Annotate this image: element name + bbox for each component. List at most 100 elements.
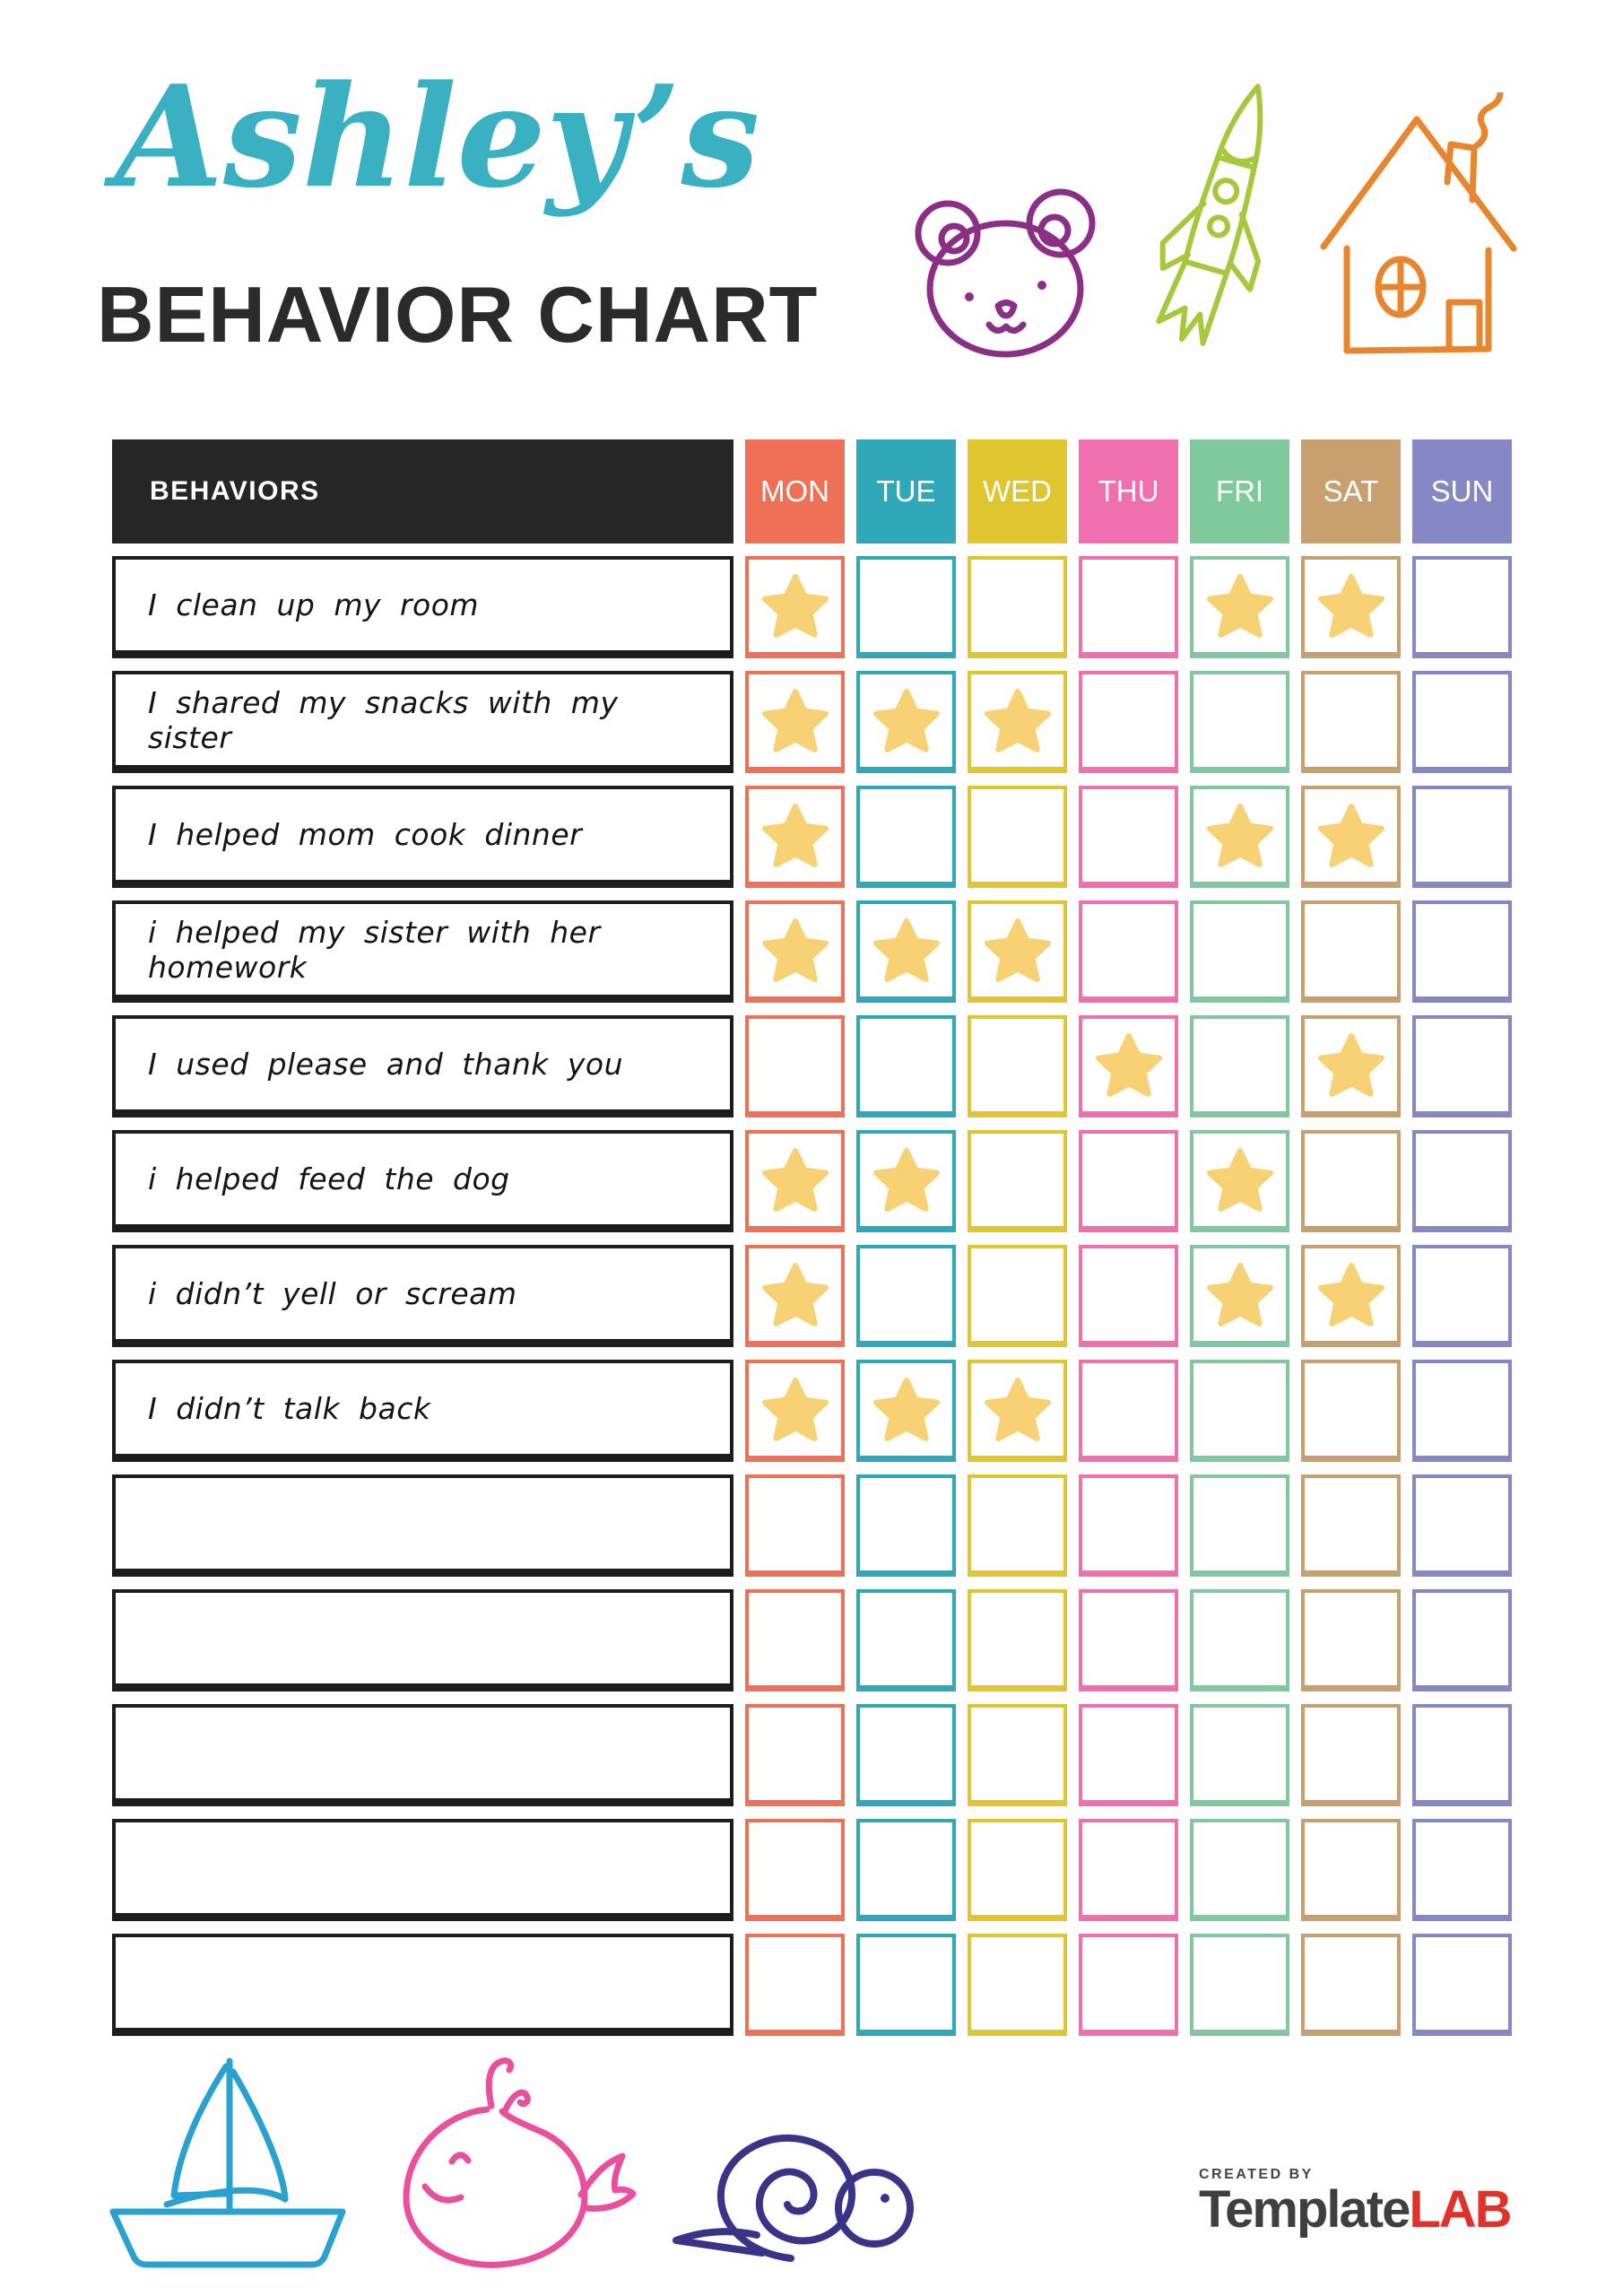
star-cell-sat-row11[interactable] bbox=[1301, 1704, 1401, 1806]
star-cell-fri-row2[interactable] bbox=[1190, 671, 1289, 773]
star-cell-tue-row2[interactable] bbox=[856, 671, 956, 773]
star-cell-tue-row11[interactable] bbox=[856, 1704, 956, 1806]
star-cell-tue-row12[interactable] bbox=[856, 1819, 956, 1921]
star-cell-sun-row8[interactable] bbox=[1412, 1360, 1512, 1462]
star-cell-wed-row1[interactable] bbox=[968, 556, 1067, 658]
star-cell-mon-row11[interactable] bbox=[745, 1704, 845, 1806]
behavior-cell-row5[interactable]: I used please and thank you bbox=[112, 1015, 733, 1118]
star-cell-tue-row9[interactable] bbox=[856, 1474, 956, 1577]
star-cell-wed-row9[interactable] bbox=[968, 1474, 1067, 1577]
star-cell-tue-row8[interactable] bbox=[856, 1360, 956, 1462]
behavior-cell-row8[interactable]: I didn’t talk back bbox=[112, 1360, 733, 1462]
star-cell-wed-row10[interactable] bbox=[968, 1589, 1067, 1692]
star-cell-mon-row4[interactable] bbox=[745, 900, 845, 1003]
star-cell-sat-row13[interactable] bbox=[1301, 1934, 1401, 2036]
star-cell-mon-row12[interactable] bbox=[745, 1819, 845, 1921]
star-cell-fri-row8[interactable] bbox=[1190, 1360, 1289, 1462]
star-cell-tue-row1[interactable] bbox=[856, 556, 956, 658]
star-cell-sat-row4[interactable] bbox=[1301, 900, 1401, 1003]
behavior-cell-row7[interactable]: i didn’t yell or scream bbox=[112, 1245, 733, 1347]
star-cell-tue-row10[interactable] bbox=[856, 1589, 956, 1692]
star-cell-wed-row13[interactable] bbox=[968, 1934, 1067, 2036]
star-cell-sat-row7[interactable] bbox=[1301, 1245, 1401, 1347]
star-cell-fri-row10[interactable] bbox=[1190, 1589, 1289, 1692]
behavior-cell-row1[interactable]: I clean up my room bbox=[112, 556, 733, 658]
star-cell-sun-row12[interactable] bbox=[1412, 1819, 1512, 1921]
star-cell-thu-row13[interactable] bbox=[1079, 1934, 1178, 2036]
star-cell-mon-row13[interactable] bbox=[745, 1934, 845, 2036]
star-cell-mon-row7[interactable] bbox=[745, 1245, 845, 1347]
star-cell-fri-row6[interactable] bbox=[1190, 1130, 1289, 1232]
star-cell-sat-row8[interactable] bbox=[1301, 1360, 1401, 1462]
star-cell-sun-row10[interactable] bbox=[1412, 1589, 1512, 1692]
behavior-cell-row4[interactable]: i helped my sister with her homework bbox=[112, 900, 733, 1003]
behavior-cell-row11[interactable] bbox=[112, 1704, 733, 1806]
star-cell-sat-row12[interactable] bbox=[1301, 1819, 1401, 1921]
star-cell-tue-row7[interactable] bbox=[856, 1245, 956, 1347]
star-cell-sun-row3[interactable] bbox=[1412, 786, 1512, 888]
star-cell-thu-row12[interactable] bbox=[1079, 1819, 1178, 1921]
star-cell-fri-row5[interactable] bbox=[1190, 1015, 1289, 1118]
star-cell-thu-row1[interactable] bbox=[1079, 556, 1178, 658]
star-cell-tue-row3[interactable] bbox=[856, 786, 956, 888]
star-cell-sun-row2[interactable] bbox=[1412, 671, 1512, 773]
star-cell-mon-row9[interactable] bbox=[745, 1474, 845, 1577]
star-cell-fri-row4[interactable] bbox=[1190, 900, 1289, 1003]
star-cell-sun-row7[interactable] bbox=[1412, 1245, 1512, 1347]
star-cell-sat-row3[interactable] bbox=[1301, 786, 1401, 888]
star-cell-sun-row1[interactable] bbox=[1412, 556, 1512, 658]
star-cell-thu-row8[interactable] bbox=[1079, 1360, 1178, 1462]
star-cell-sun-row11[interactable] bbox=[1412, 1704, 1512, 1806]
star-cell-fri-row9[interactable] bbox=[1190, 1474, 1289, 1577]
star-cell-fri-row3[interactable] bbox=[1190, 786, 1289, 888]
star-cell-fri-row12[interactable] bbox=[1190, 1819, 1289, 1921]
behavior-cell-row3[interactable]: I helped mom cook dinner bbox=[112, 786, 733, 888]
star-cell-wed-row4[interactable] bbox=[968, 900, 1067, 1003]
star-cell-sat-row9[interactable] bbox=[1301, 1474, 1401, 1577]
star-cell-thu-row2[interactable] bbox=[1079, 671, 1178, 773]
star-cell-mon-row5[interactable] bbox=[745, 1015, 845, 1118]
star-cell-wed-row5[interactable] bbox=[968, 1015, 1067, 1118]
behavior-cell-row13[interactable] bbox=[112, 1934, 733, 2036]
behavior-cell-row2[interactable]: I shared my snacks with my sister bbox=[112, 671, 733, 773]
star-cell-tue-row6[interactable] bbox=[856, 1130, 956, 1232]
star-cell-sat-row6[interactable] bbox=[1301, 1130, 1401, 1232]
star-cell-fri-row1[interactable] bbox=[1190, 556, 1289, 658]
star-cell-sun-row5[interactable] bbox=[1412, 1015, 1512, 1118]
star-cell-sat-row2[interactable] bbox=[1301, 671, 1401, 773]
star-cell-thu-row4[interactable] bbox=[1079, 900, 1178, 1003]
star-cell-thu-row3[interactable] bbox=[1079, 786, 1178, 888]
star-cell-wed-row12[interactable] bbox=[968, 1819, 1067, 1921]
star-cell-tue-row4[interactable] bbox=[856, 900, 956, 1003]
star-cell-thu-row7[interactable] bbox=[1079, 1245, 1178, 1347]
star-cell-fri-row11[interactable] bbox=[1190, 1704, 1289, 1806]
behavior-cell-row6[interactable]: i helped feed the dog bbox=[112, 1130, 733, 1232]
star-cell-wed-row7[interactable] bbox=[968, 1245, 1067, 1347]
star-cell-mon-row2[interactable] bbox=[745, 671, 845, 773]
star-cell-sat-row1[interactable] bbox=[1301, 556, 1401, 658]
star-cell-wed-row3[interactable] bbox=[968, 786, 1067, 888]
behavior-cell-row12[interactable] bbox=[112, 1819, 733, 1921]
star-cell-thu-row11[interactable] bbox=[1079, 1704, 1178, 1806]
behavior-cell-row9[interactable] bbox=[112, 1474, 733, 1577]
star-cell-sun-row6[interactable] bbox=[1412, 1130, 1512, 1232]
star-cell-thu-row6[interactable] bbox=[1079, 1130, 1178, 1232]
star-cell-sun-row13[interactable] bbox=[1412, 1934, 1512, 2036]
star-cell-sat-row10[interactable] bbox=[1301, 1589, 1401, 1692]
star-cell-mon-row6[interactable] bbox=[745, 1130, 845, 1232]
star-cell-wed-row6[interactable] bbox=[968, 1130, 1067, 1232]
star-cell-mon-row3[interactable] bbox=[745, 786, 845, 888]
star-cell-fri-row7[interactable] bbox=[1190, 1245, 1289, 1347]
star-cell-thu-row10[interactable] bbox=[1079, 1589, 1178, 1692]
star-cell-mon-row10[interactable] bbox=[745, 1589, 845, 1692]
star-cell-wed-row11[interactable] bbox=[968, 1704, 1067, 1806]
behavior-cell-row10[interactable] bbox=[112, 1589, 733, 1692]
star-cell-thu-row9[interactable] bbox=[1079, 1474, 1178, 1577]
star-cell-tue-row5[interactable] bbox=[856, 1015, 956, 1118]
star-cell-tue-row13[interactable] bbox=[856, 1934, 956, 2036]
star-cell-sun-row9[interactable] bbox=[1412, 1474, 1512, 1577]
star-cell-thu-row5[interactable] bbox=[1079, 1015, 1178, 1118]
star-cell-wed-row2[interactable] bbox=[968, 671, 1067, 773]
star-cell-wed-row8[interactable] bbox=[968, 1360, 1067, 1462]
star-cell-fri-row13[interactable] bbox=[1190, 1934, 1289, 2036]
